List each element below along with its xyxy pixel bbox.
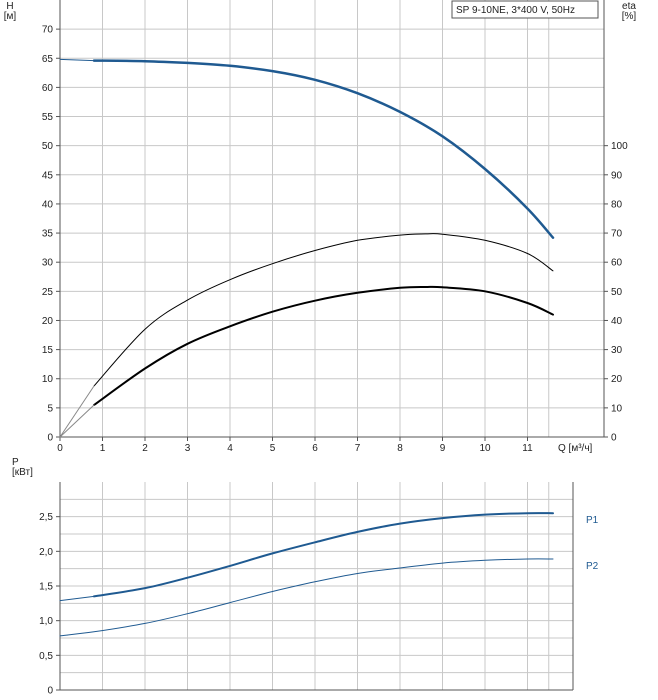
top-y-tick-label: 45 [42, 170, 54, 181]
top-y-tick-label: 55 [42, 112, 54, 123]
top-y2-tick-label: 10 [611, 403, 623, 414]
top-y2-tick-label: 90 [611, 170, 623, 181]
x-tick-label: 0 [57, 443, 63, 454]
top-y-tick-label: 30 [42, 258, 54, 269]
top-y-tick-label: 15 [42, 345, 54, 356]
top-y-tick-label: 0 [47, 433, 53, 444]
x-axis-label: Q [м³/ч] [558, 443, 593, 454]
top-y2-axis-label: [%] [622, 11, 637, 22]
top-y2-tick-label: 0 [611, 433, 617, 444]
top-y-tick-label: 5 [47, 403, 53, 414]
top-y-tick-label: 10 [42, 374, 54, 385]
x-tick-label: 2 [142, 443, 148, 454]
x-tick-label: 8 [397, 443, 403, 454]
bottom-y-tick-label: 1,0 [39, 616, 53, 627]
top-y2-axis-label: eta [622, 1, 636, 12]
bottom-y-tick-label: 2,0 [39, 547, 53, 558]
top-series-line-2 [59, 58, 95, 62]
x-tick-label: 1 [100, 443, 106, 454]
top-y-axis-label: H [6, 1, 13, 12]
top-y-tick-label: 20 [42, 316, 54, 327]
top-series-line-6 [59, 404, 95, 438]
bottom-y-axis-label: P [12, 457, 19, 468]
bottom-y-tick-label: 2,5 [39, 512, 53, 523]
top-y-tick-label: 60 [42, 83, 54, 94]
head-efficiency-chart: 0510152025303540455055606570010203040506… [4, 0, 637, 454]
x-tick-label: 10 [479, 443, 491, 454]
x-tick-label: 4 [227, 443, 233, 454]
power-chart: 0 0,5 1,0 1,5 2,0 2,5 P[кВт] P1 P2 [12, 457, 599, 697]
top-series-line-4 [93, 285, 554, 406]
bottom-y-axis-label: [кВт] [12, 467, 33, 478]
x-tick-label: 5 [270, 443, 276, 454]
top-y2-tick-label: 20 [611, 374, 623, 385]
top-y2-tick-label: 30 [611, 345, 623, 356]
top-series-line-3 [93, 233, 554, 387]
legend-box [451, 0, 599, 19]
top-y-tick-label: 50 [42, 141, 54, 152]
top-y-axis-label: [м] [4, 11, 17, 22]
bottom-y-tick-label: 0 [47, 686, 53, 697]
top-y2-tick-label: 80 [611, 199, 623, 210]
bottom-y-tick-label: 0,5 [39, 651, 53, 662]
top-y-tick-label: 35 [42, 229, 54, 240]
x-tick-label: 3 [185, 443, 191, 454]
series-label-p1: P1 [586, 515, 599, 526]
top-y2-tick-label: 50 [611, 287, 623, 298]
bottom-series-line-1 [93, 512, 554, 598]
x-tick-label: 9 [440, 443, 446, 454]
top-y-tick-label: 40 [42, 199, 54, 210]
top-y-tick-label: 70 [42, 25, 54, 36]
top-y-tick-label: 65 [42, 54, 54, 65]
x-tick-label: 6 [312, 443, 318, 454]
top-series-line-5 [59, 385, 95, 438]
top-y2-tick-label: 100 [611, 141, 628, 152]
bottom-grid [60, 482, 573, 690]
top-series-line-1 [92, 59, 555, 239]
bottom-series-line-2 [59, 595, 95, 602]
x-tick-label: 7 [355, 443, 361, 454]
x-tick-label: 11 [522, 443, 533, 454]
bottom-y-tick-label: 1,5 [39, 582, 53, 593]
top-grid [60, 0, 604, 437]
top-y2-tick-label: 70 [611, 229, 623, 240]
top-y2-tick-label: 60 [611, 258, 623, 269]
top-y2-tick-label: 40 [611, 316, 623, 327]
legend-box-text: SP 9-10NE, 3*400 V, 50Hz [456, 5, 575, 16]
series-label-p2: P2 [586, 561, 599, 572]
bottom-series-line-3 [59, 558, 554, 637]
top-y-tick-label: 25 [42, 287, 54, 298]
